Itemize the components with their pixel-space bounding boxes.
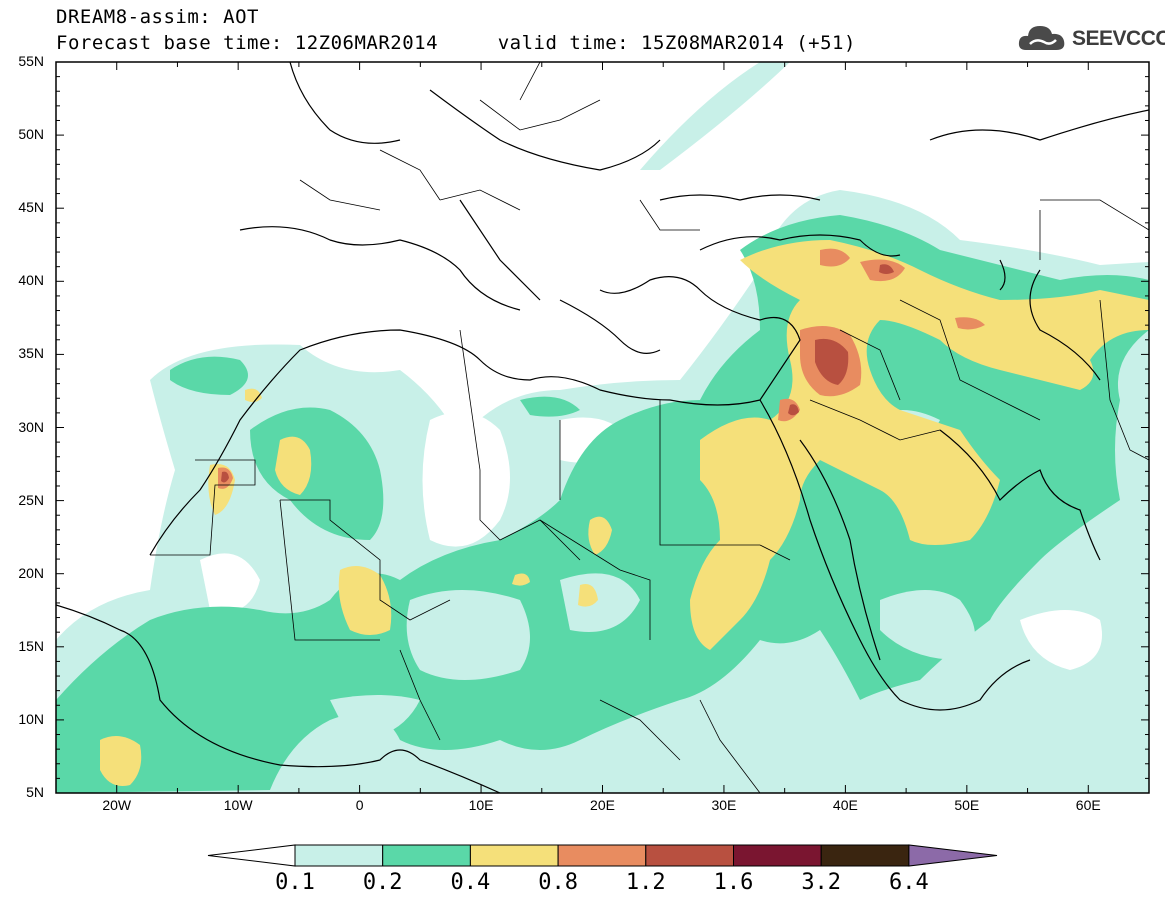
latitude-label: 25N <box>18 491 44 508</box>
colorbar-label: 0.1 <box>275 870 315 895</box>
longitude-label: 20E <box>590 797 615 813</box>
latitude-label: 35N <box>18 345 44 362</box>
colorbar-label: 0.8 <box>538 870 578 895</box>
colorbar-segment <box>645 844 734 867</box>
longitude-label: 20W <box>102 797 132 813</box>
latitude-label: 10N <box>18 710 44 727</box>
colorbar-segment <box>733 844 822 867</box>
colorbar-segment <box>469 844 559 867</box>
colorbar-label: 1.2 <box>625 870 666 895</box>
longitude-label: 30E <box>711 797 737 813</box>
longitude-label: 10E <box>468 797 494 813</box>
latitude-label: 55N <box>18 53 44 69</box>
seevccc-logo: SEEVCCC <box>1016 20 1165 60</box>
colorbar-lower-arrow <box>207 844 296 867</box>
longitude-label: 40E <box>832 797 858 813</box>
longitude-label: 0 <box>355 797 364 813</box>
latitude-label: 30N <box>18 418 44 435</box>
colorbar-label: 6.4 <box>889 870 929 895</box>
forecast-time-subtitle: Forecast base time: 12Z06MAR2014 valid t… <box>56 32 856 54</box>
longitude-label: 60E <box>1075 797 1101 813</box>
latitude-label: 20N <box>18 564 44 581</box>
colorbar-segment <box>294 844 384 867</box>
latitude-label: 5N <box>26 784 44 800</box>
colorbar-segment <box>820 844 910 867</box>
country-borders <box>150 62 1149 793</box>
aot-level-1.2 <box>221 264 894 483</box>
map-title: DREAM8-assim: AOT <box>56 6 259 28</box>
axis-ticks <box>55 61 1150 794</box>
latitude-label: 40N <box>18 272 44 289</box>
colorbar-label: 0.4 <box>450 870 491 895</box>
latitude-label: 50N <box>18 126 44 143</box>
colorbar-label: 3.2 <box>801 870 842 895</box>
longitude-label: 50E <box>954 797 980 813</box>
coastlines <box>56 62 1149 793</box>
latitude-label: 45N <box>18 199 44 216</box>
colorbar-segment <box>557 844 647 867</box>
logo-text: SEEVCCC <box>1072 27 1165 50</box>
colorbar <box>207 844 998 867</box>
colorbar-label: 0.2 <box>362 870 403 895</box>
longitude-label: 10W <box>223 797 253 813</box>
colorbar-label: 1.6 <box>713 870 754 895</box>
latitude-label: 15N <box>18 637 44 654</box>
cloud-icon <box>1018 26 1065 50</box>
colorbar-segment <box>382 844 471 867</box>
colorbar-upper-arrow <box>908 844 998 867</box>
aot-contours <box>56 62 1149 793</box>
